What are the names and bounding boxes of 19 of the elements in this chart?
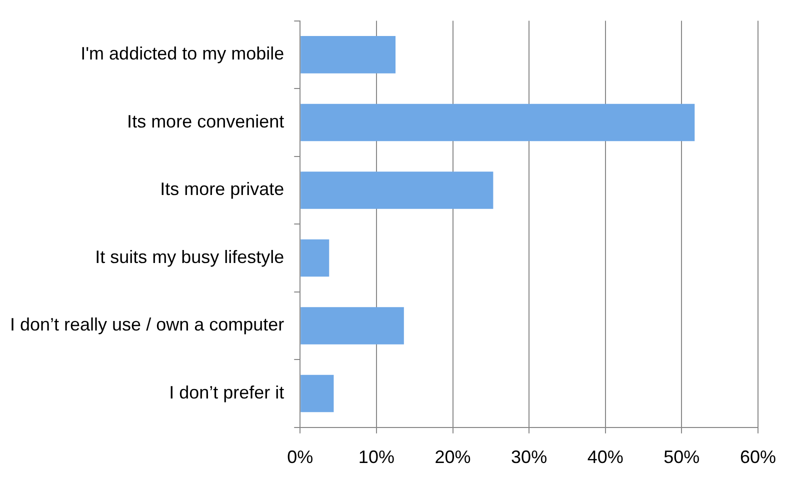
bar: [300, 36, 396, 74]
x-tick-label: 10%: [358, 447, 394, 468]
bar: [300, 307, 404, 344]
bar: [300, 374, 334, 412]
y-tick-label: I'm addicted to my mobile: [80, 44, 284, 64]
bar: [300, 104, 695, 142]
x-tick-label: 50%: [664, 447, 700, 468]
x-tick-label: 60%: [740, 447, 776, 468]
bar: [300, 239, 330, 277]
bar: [300, 172, 494, 209]
y-tick-label: I don’t really use / own a computer: [10, 314, 284, 335]
x-tick-label: 20%: [434, 447, 471, 468]
y-tick-label: I don’t prefer it: [169, 382, 284, 402]
y-tick-label: It suits my busy lifestyle: [95, 246, 284, 267]
x-tick-label: 40%: [587, 447, 624, 468]
y-tick-label: Its more private: [160, 179, 284, 200]
x-tick-label: 0%: [287, 447, 314, 468]
x-tick-label: 30%: [511, 447, 548, 468]
y-tick-label: Its more convenient: [127, 111, 284, 132]
